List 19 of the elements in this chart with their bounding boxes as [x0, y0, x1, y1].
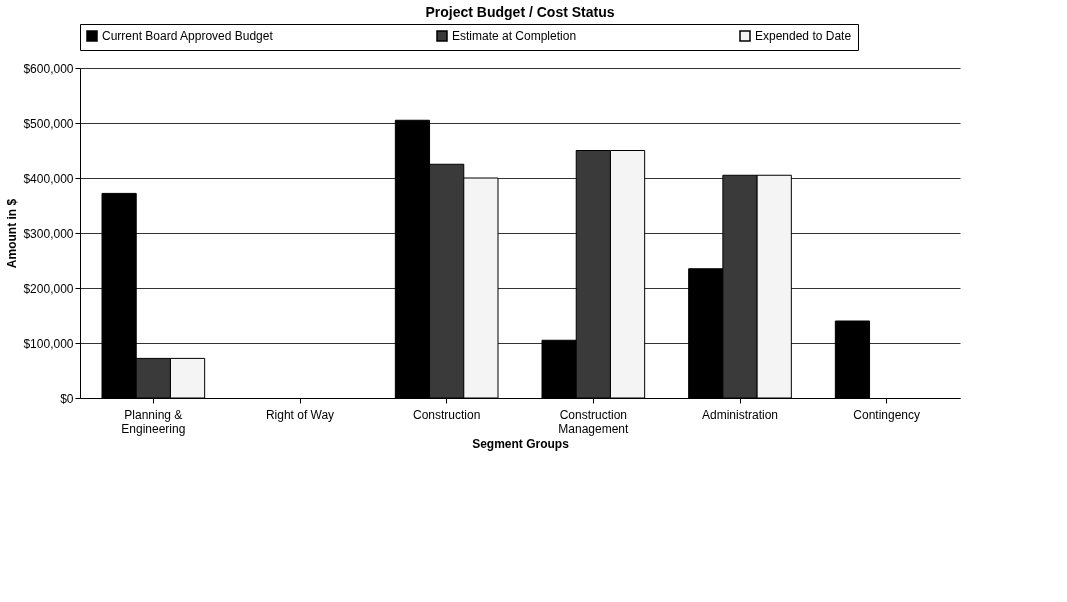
- x-tick-label: Planning & Engineering: [121, 407, 186, 436]
- x-tick-label: Contingency: [853, 407, 921, 422]
- x-tick-label: Construction: [412, 407, 481, 422]
- y-tick-label: $600,000: [23, 61, 74, 76]
- y-tick-label: $0: [60, 391, 74, 406]
- x-tick-label: Right of Way: [265, 407, 335, 422]
- chart-title: Project Budget / Cost Status: [425, 3, 615, 20]
- legend-label: Expended to Date: [755, 29, 852, 43]
- x-axis-title: Segment Groups: [472, 436, 570, 451]
- legend-label: Estimate at Completion: [452, 29, 577, 43]
- y-tick-label: $100,000: [23, 336, 74, 351]
- x-tick-label: Construction Management: [558, 407, 630, 436]
- y-tick-label: $400,000: [23, 171, 74, 186]
- y-tick-label: $300,000: [23, 226, 74, 241]
- y-axis-title: Amount in $: [5, 198, 20, 269]
- y-tick-label: $500,000: [23, 116, 74, 131]
- x-tick-label: Administration: [701, 407, 779, 422]
- legend-label: Current Board Approved Budget: [102, 29, 274, 43]
- y-tick-label: $200,000: [23, 281, 74, 296]
